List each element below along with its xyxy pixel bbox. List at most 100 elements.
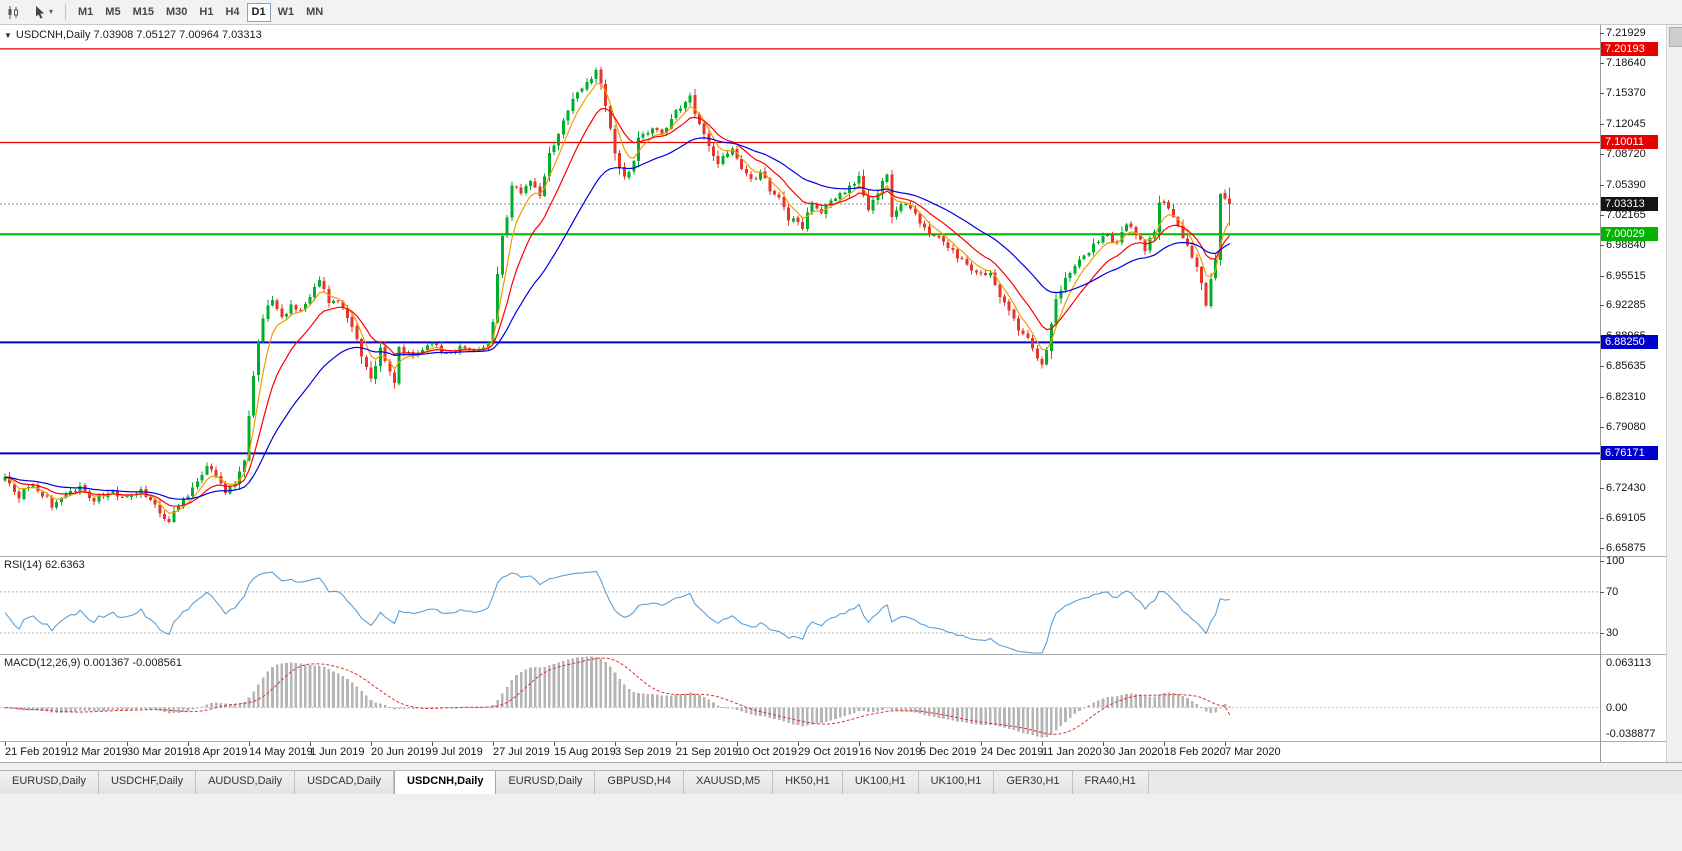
price-tick-label: 6.92285 bbox=[1606, 299, 1646, 311]
chart-tab-fra40-h1[interactable]: FRA40,H1 bbox=[1072, 771, 1149, 794]
date-tick-mark bbox=[493, 742, 494, 746]
price-tick-mark bbox=[1600, 488, 1604, 489]
rsi-plot[interactable] bbox=[0, 557, 1600, 654]
cursor-icon bbox=[36, 5, 44, 19]
rsi-tick-mark bbox=[1600, 592, 1604, 593]
price-tick-mark bbox=[1600, 93, 1604, 94]
price-tick-label: 6.79080 bbox=[1606, 421, 1646, 433]
price-tick-label: 7.05390 bbox=[1606, 179, 1646, 191]
moving-average-line bbox=[4, 107, 1231, 507]
price-tick-label: 6.65875 bbox=[1606, 542, 1646, 554]
price-tick-mark bbox=[1600, 185, 1604, 186]
price-tick-label: 6.85635 bbox=[1606, 360, 1646, 372]
price-tick-label: 6.69105 bbox=[1606, 512, 1646, 524]
chart-title: ▼ USDCNH,Daily 7.03908 7.05127 7.00964 7… bbox=[4, 29, 262, 41]
date-tick-label: 20 Jun 2019 bbox=[371, 746, 432, 758]
timeframe-button-m15[interactable]: M15 bbox=[128, 3, 159, 22]
timeframe-button-h1[interactable]: H1 bbox=[194, 3, 218, 22]
chart-tab-usdcnh-daily[interactable]: USDCNH,Daily bbox=[394, 771, 497, 794]
price-tick-label: 7.08720 bbox=[1606, 148, 1646, 160]
chart-tab-eurusd-daily[interactable]: EURUSD,Daily bbox=[0, 771, 99, 794]
chart-tab-audusd-daily[interactable]: AUDUSD,Daily bbox=[196, 771, 296, 794]
timeframe-button-w1[interactable]: W1 bbox=[273, 3, 300, 22]
date-tick-mark bbox=[66, 742, 67, 746]
chart-tab-usdcad-daily[interactable]: USDCAD,Daily bbox=[295, 771, 395, 794]
chart-tab-xauusd-m5[interactable]: XAUUSD,M5 bbox=[683, 771, 774, 794]
date-tick-label: 16 Nov 2019 bbox=[859, 746, 922, 758]
price-tick-mark bbox=[1600, 427, 1604, 428]
price-tick-label: 6.98840 bbox=[1606, 239, 1646, 251]
price-tick-mark bbox=[1600, 33, 1604, 34]
price-axis-separator bbox=[1600, 25, 1601, 762]
panel-splitter[interactable] bbox=[0, 654, 1666, 655]
date-tick-label: 1 Jun 2019 bbox=[310, 746, 365, 758]
symbol-dropdown-icon[interactable]: ▼ bbox=[4, 30, 12, 40]
date-tick-label: 30 Jan 2020 bbox=[1103, 746, 1164, 758]
timeframe-button-mn[interactable]: MN bbox=[301, 3, 328, 22]
date-tick-mark bbox=[1164, 742, 1165, 746]
date-tick-mark bbox=[981, 742, 982, 746]
cursor-tool-button[interactable]: ▾ bbox=[28, 2, 58, 22]
chart-tab-ger30-h1[interactable]: GER30,H1 bbox=[994, 771, 1073, 794]
moving-average-line bbox=[4, 83, 1231, 514]
macd-signal-line bbox=[4, 657, 1231, 735]
price-tick-label: 7.21929 bbox=[1606, 27, 1646, 39]
price-tick-mark bbox=[1600, 63, 1604, 64]
toolbar-separator bbox=[65, 4, 67, 20]
macd-tick-label: -0.038877 bbox=[1606, 728, 1656, 740]
timeframe-button-d1[interactable]: D1 bbox=[246, 2, 271, 22]
date-tick-label: 11 Jan 2020 bbox=[1042, 746, 1102, 758]
date-tick-label: 18 Feb 2020 bbox=[1164, 746, 1226, 758]
price-tick-mark bbox=[1600, 245, 1604, 246]
date-tick-mark bbox=[920, 742, 921, 746]
date-tick-mark bbox=[310, 742, 311, 746]
chart-tab-hk50-h1[interactable]: HK50,H1 bbox=[773, 771, 843, 794]
toolbar: ▾ M1 M5 M15 M30 H1 H4 D1 W1 MN bbox=[0, 0, 1682, 25]
timeframe-button-m30[interactable]: M30 bbox=[161, 3, 192, 22]
panel-splitter[interactable] bbox=[0, 556, 1666, 557]
price-tick-label: 7.18640 bbox=[1606, 57, 1646, 69]
date-tick-label: 18 Apr 2019 bbox=[188, 746, 248, 758]
chart-tab-eurusd-daily[interactable]: EURUSD,Daily bbox=[496, 771, 596, 794]
macd-plot[interactable] bbox=[0, 655, 1600, 741]
bottom-strip bbox=[0, 762, 1682, 771]
timeframe-toolbar: M1 M5 M15 M30 H1 H4 D1 W1 MN bbox=[72, 2, 329, 22]
candlestick-chart-icon bbox=[8, 5, 18, 19]
date-tick-label: 29 Oct 2019 bbox=[798, 746, 858, 758]
date-tick-mark bbox=[859, 742, 860, 746]
price-tick-mark bbox=[1600, 215, 1604, 216]
date-tick-label: 12 Mar 2019 bbox=[66, 746, 128, 758]
candlestick-layer bbox=[3, 67, 1232, 524]
date-tick-label: 5 Dec 2019 bbox=[920, 746, 977, 758]
chart-tab-uk100-h1[interactable]: UK100,H1 bbox=[842, 771, 919, 794]
chart-type-button[interactable] bbox=[1, 2, 26, 22]
price-tick-mark bbox=[1600, 276, 1604, 277]
date-tick-mark bbox=[188, 742, 189, 746]
price-tick-label: 7.12045 bbox=[1606, 118, 1646, 130]
rsi-tick-mark bbox=[1600, 633, 1604, 634]
main-price-plot[interactable] bbox=[0, 26, 1600, 556]
timeframe-button-h4[interactable]: H4 bbox=[220, 3, 244, 22]
macd-tick-label: 0.00 bbox=[1606, 702, 1628, 714]
chart-tab-usdchf-daily[interactable]: USDCHF,Daily bbox=[98, 771, 197, 794]
date-tick-label: 27 Jul 2019 bbox=[493, 746, 550, 758]
chart-tab-uk100-h1[interactable]: UK100,H1 bbox=[918, 771, 995, 794]
price-tick-label: 7.02165 bbox=[1606, 209, 1646, 221]
chart-tab-gbpusd-h4[interactable]: GBPUSD,H4 bbox=[595, 771, 684, 794]
date-tick-mark bbox=[1042, 742, 1043, 746]
date-tick-mark bbox=[737, 742, 738, 746]
date-tick-label: 21 Feb 2019 bbox=[5, 746, 67, 758]
price-tick-mark bbox=[1600, 397, 1604, 398]
date-tick-mark bbox=[615, 742, 616, 746]
scrollbar-thumb[interactable] bbox=[1669, 27, 1682, 47]
timeframe-button-m5[interactable]: M5 bbox=[100, 3, 125, 22]
dropdown-caret-icon: ▾ bbox=[49, 7, 54, 16]
level-price-badge: 7.10011 bbox=[1601, 135, 1658, 149]
date-tick-mark bbox=[676, 742, 677, 746]
price-tick-label: 6.72430 bbox=[1606, 482, 1646, 494]
chart-background bbox=[0, 25, 1682, 762]
date-tick-mark bbox=[798, 742, 799, 746]
date-tick-label: 30 Mar 2019 bbox=[127, 746, 189, 758]
timeframe-button-m1[interactable]: M1 bbox=[73, 3, 98, 22]
